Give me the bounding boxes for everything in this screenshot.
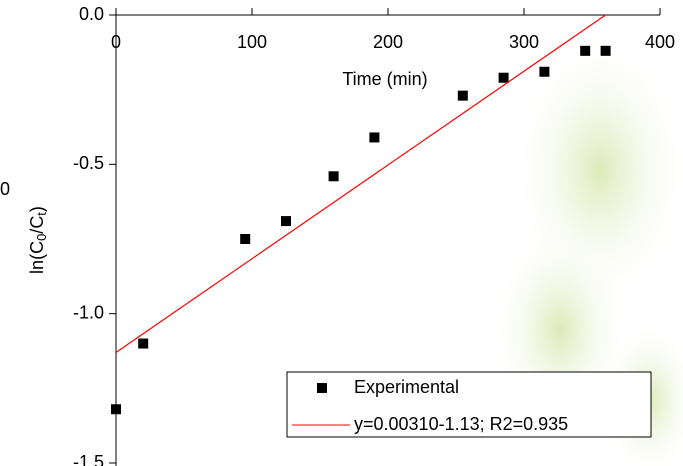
x-tick-label: 200 bbox=[373, 32, 403, 52]
y-axis-title: ln(C0/Ct) bbox=[27, 206, 50, 274]
y-title-sub: t bbox=[34, 212, 49, 216]
data-point bbox=[328, 171, 339, 182]
edge-text: 0 bbox=[0, 179, 10, 199]
y-title-part: ln(C bbox=[27, 241, 47, 274]
y-title-part: /C bbox=[27, 216, 47, 234]
data-point bbox=[539, 66, 550, 77]
data-point bbox=[111, 404, 121, 415]
y-tick-label: -0.5 bbox=[73, 153, 104, 173]
x-tick-label: 0 bbox=[111, 32, 121, 52]
data-point bbox=[240, 234, 251, 244]
y-tick-label: -1.0 bbox=[73, 302, 104, 322]
legend-box bbox=[286, 371, 652, 438]
x-axis-title: Time (min) bbox=[342, 69, 427, 89]
x-tick-label: 400 bbox=[645, 32, 675, 52]
data-point bbox=[457, 90, 468, 101]
y-tick-label: 0.0 bbox=[79, 4, 104, 24]
fit-line bbox=[115, 14, 606, 353]
data-point bbox=[369, 132, 380, 143]
legend-marker bbox=[317, 383, 327, 393]
data-point bbox=[281, 216, 291, 227]
legend-label: Experimental bbox=[354, 377, 459, 397]
legend-label: y=0.00310-1.13; R2=0.935 bbox=[354, 414, 568, 434]
y-tick-label: -1.5 bbox=[73, 452, 104, 466]
x-tick-label: 100 bbox=[237, 32, 267, 52]
data-point bbox=[138, 338, 149, 349]
data-point bbox=[600, 45, 611, 56]
y-title-part: ) bbox=[27, 206, 47, 212]
y-title-sub: 0 bbox=[34, 234, 49, 241]
data-point bbox=[498, 72, 509, 83]
x-tick-label: 300 bbox=[509, 32, 539, 52]
data-point bbox=[580, 45, 591, 56]
